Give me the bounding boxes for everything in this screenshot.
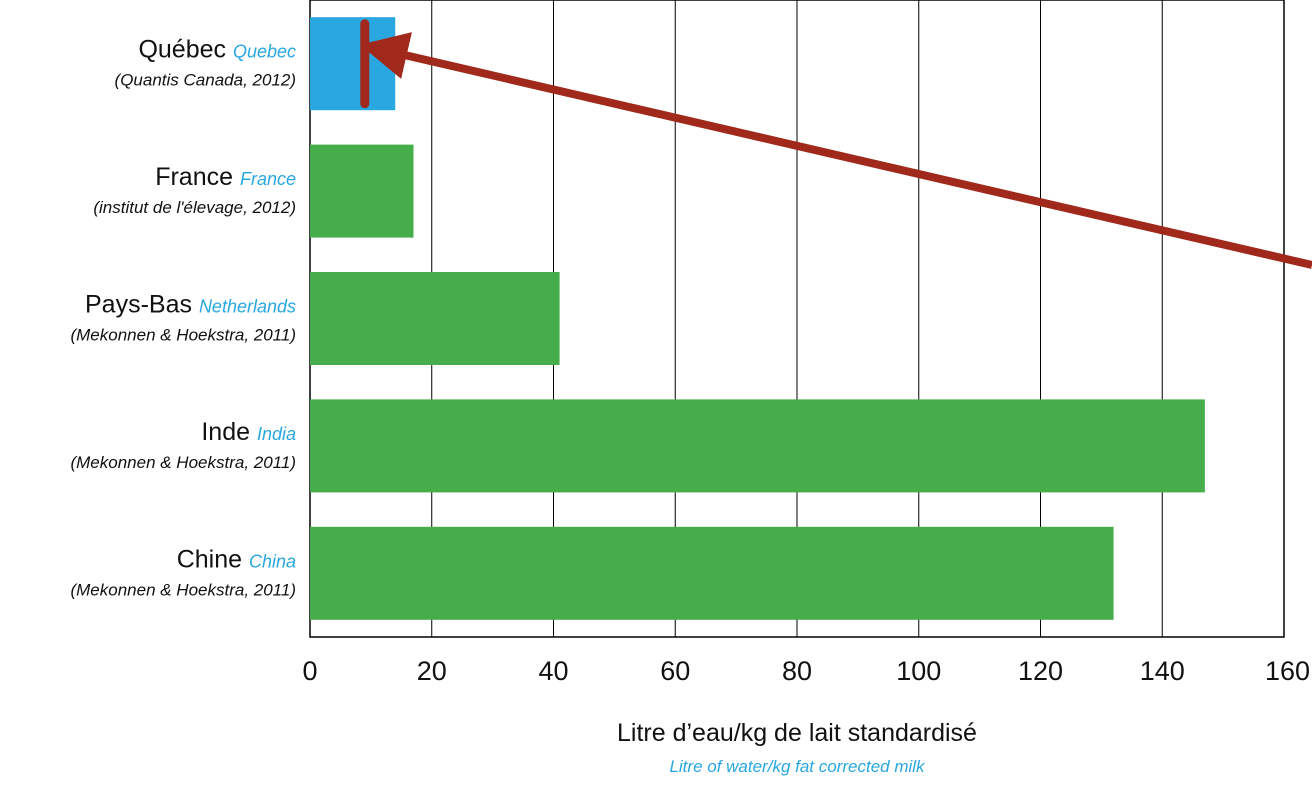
x-tick-label-120: 120 [1018,656,1063,686]
category-label-fr: Pays-Bas [85,291,199,319]
x-tick-label-80: 80 [782,656,812,686]
bar-quebec [310,17,396,111]
x-axis-title: Litre d’eau/kg de lait standardisé [617,719,977,747]
category-label-1: France France [155,163,296,191]
x-tick-label-40: 40 [538,656,568,686]
category-label-3: Inde India [201,418,296,446]
category-label-en: China [249,551,296,571]
bar-netherlands [310,272,560,365]
category-label-en: India [257,424,296,444]
bar-india [310,399,1205,493]
category-source-2: (Mekonnen & Hoekstra, 2011) [70,326,296,345]
bar-china [310,526,1114,620]
x-tick-label-20: 20 [417,656,447,686]
category-source-1: (institut de l'élevage, 2012) [93,198,296,217]
x-axis-subtitle: Litre of water/kg fat corrected milk [669,757,926,776]
category-source-0: (Quantis Canada, 2012) [115,71,296,90]
category-source-4: (Mekonnen & Hoekstra, 2011) [70,580,296,599]
annotation-arrow [359,32,1312,269]
category-label-fr: France [155,163,240,191]
category-label-4: Chine China [177,545,296,573]
category-label-fr: Chine [177,545,249,573]
category-label-en: Quebec [233,42,296,62]
category-label-en: Netherlands [199,297,296,317]
x-tick-label-160: 160 [1265,656,1310,686]
category-label-fr: Inde [201,418,257,446]
x-tick-label-60: 60 [660,656,690,686]
bar-france [310,144,414,238]
category-label-0: Québec Quebec [138,36,296,64]
x-tick-label-140: 140 [1140,656,1185,686]
category-source-3: (Mekonnen & Hoekstra, 2011) [70,453,296,472]
x-tick-label-0: 0 [302,656,317,686]
category-label-fr: Québec [138,36,233,64]
category-label-en: France [240,169,296,189]
x-tick-label-100: 100 [896,656,941,686]
category-label-2: Pays-Bas Netherlands [85,291,296,319]
